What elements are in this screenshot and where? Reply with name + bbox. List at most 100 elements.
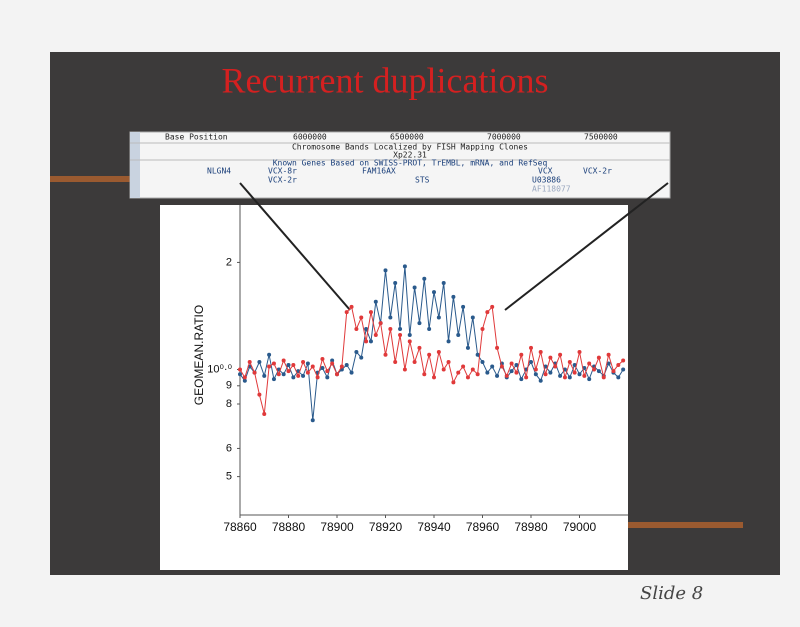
data-point [441, 281, 446, 286]
data-point [247, 359, 252, 364]
data-point [533, 372, 538, 377]
connector [239, 182, 351, 311]
data-point [402, 367, 407, 372]
data-point [601, 375, 606, 380]
data-point [509, 361, 514, 366]
position: 7500000 [584, 133, 618, 142]
y-tick-label: 2 [226, 256, 232, 268]
data-point [315, 375, 320, 380]
data-point [252, 370, 257, 375]
data-point [480, 359, 485, 364]
gene: VCX-2r [583, 167, 612, 176]
data-point [533, 367, 538, 372]
data-point [417, 321, 422, 326]
data-point [368, 339, 373, 344]
data-point [242, 378, 247, 383]
data-point [262, 411, 267, 416]
data-point [548, 355, 553, 360]
data-point [611, 369, 616, 374]
data-point [495, 373, 500, 378]
data-point [543, 372, 548, 377]
data-point [349, 304, 354, 309]
data-point [436, 315, 441, 320]
data-point [596, 355, 601, 360]
data-point [368, 310, 373, 315]
slide-title: Recurrent duplications [222, 60, 549, 100]
data-point [257, 392, 262, 397]
data-point [475, 372, 480, 377]
data-point [470, 315, 475, 320]
data-point [465, 345, 470, 350]
data-point [238, 367, 242, 372]
base-label: Base Position [165, 133, 228, 142]
data-point [276, 372, 281, 377]
data-point [422, 276, 427, 281]
data-point [393, 281, 398, 286]
data-point [461, 364, 466, 369]
data-point [359, 315, 364, 320]
data-point [407, 333, 412, 338]
data-point [359, 355, 364, 360]
y-tick-label: 10⁰·⁰ [207, 363, 232, 375]
data-point [291, 375, 296, 380]
data-point [271, 377, 276, 382]
data-point [606, 361, 611, 366]
data-point [417, 345, 422, 350]
data-point [441, 367, 446, 372]
data-point [378, 321, 383, 326]
data-point [364, 339, 369, 344]
data-point [470, 367, 475, 372]
data-point [320, 357, 325, 362]
slide-note: Slide 8 [640, 583, 703, 604]
gene: NLGN4 [207, 167, 231, 176]
data-point [398, 333, 403, 338]
gene: AF118077 [532, 185, 571, 194]
data-point [596, 369, 601, 374]
data-point [301, 359, 306, 364]
data-point [267, 364, 272, 369]
data-point [499, 364, 504, 369]
data-point [558, 373, 563, 378]
data-point [567, 375, 572, 380]
track-title: Chromosome Bands Localized by FISH Mappi… [292, 143, 528, 152]
data-point [432, 375, 436, 380]
data-point [616, 375, 621, 380]
data-point [364, 326, 369, 331]
x-tick-label: 78960 [466, 520, 500, 534]
data-point [475, 352, 480, 357]
data-point [519, 377, 524, 382]
data-point [344, 310, 349, 315]
data-point [388, 315, 393, 320]
data-point [291, 362, 296, 367]
data-point [514, 370, 519, 375]
data-point [592, 367, 597, 372]
data-point [296, 373, 301, 378]
gene: FAM16AX [362, 167, 396, 176]
data-point [242, 375, 247, 380]
data-point [305, 370, 310, 375]
data-point [490, 304, 495, 309]
data-point [480, 326, 485, 331]
data-point [538, 349, 543, 354]
position: 7000000 [487, 133, 521, 142]
data-point [354, 326, 359, 331]
data-point [373, 299, 378, 304]
data-point [485, 310, 490, 315]
x-tick-label: 79000 [563, 520, 597, 534]
decor-strip [628, 522, 743, 528]
data-point [412, 285, 417, 290]
gene: U03886 [532, 176, 561, 185]
data-point [412, 359, 417, 364]
data-point [616, 362, 621, 367]
y-tick-label: 8 [226, 398, 232, 410]
y-tick-label: 5 [226, 471, 232, 483]
data-point [388, 326, 393, 331]
data-point [514, 362, 519, 367]
data-point [562, 375, 567, 380]
position: 6500000 [390, 133, 424, 142]
data-point [330, 361, 335, 366]
data-point [281, 372, 286, 377]
x-tick-label: 78860 [223, 520, 257, 534]
data-point [529, 359, 533, 364]
data-point [495, 345, 500, 350]
